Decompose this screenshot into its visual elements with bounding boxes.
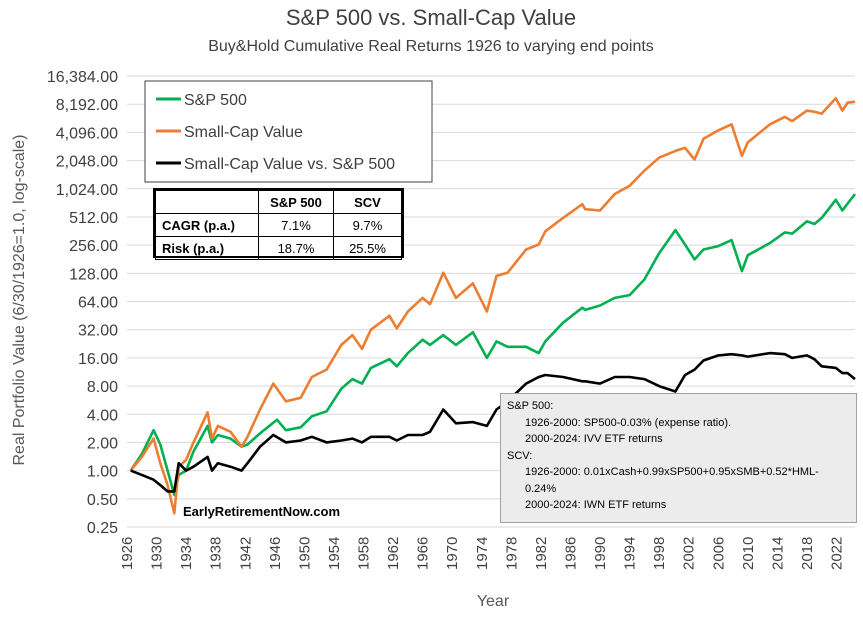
y-tick-label: 4,096.00 bbox=[56, 125, 118, 142]
y-tick-label: 128.00 bbox=[69, 266, 118, 283]
y-tick-label: 4.00 bbox=[87, 407, 118, 424]
x-tick-label: 1934 bbox=[178, 537, 195, 570]
notes-line: 1926-2000: 0.01xCash+0.99xSP500+0.95xSMB… bbox=[525, 466, 819, 495]
legend-label-scv: Small-Cap Value bbox=[184, 124, 303, 141]
y-tick-label: 16,384.00 bbox=[47, 69, 118, 86]
x-axis-label: Year bbox=[477, 593, 510, 610]
y-tick-label: 8,192.00 bbox=[56, 97, 118, 114]
x-tick-label: 1990 bbox=[592, 537, 609, 570]
x-tick-label: 1978 bbox=[503, 537, 520, 570]
x-tick-label: 1982 bbox=[533, 537, 550, 570]
y-tick-label: 512.00 bbox=[69, 210, 118, 227]
y-tick-label: 0.25 bbox=[87, 520, 118, 537]
notes-line: S&P 500: bbox=[507, 400, 554, 412]
series-lines bbox=[129, 96, 857, 515]
y-tick-label: 1,024.00 bbox=[56, 182, 118, 199]
x-tick-label: 1926 bbox=[119, 537, 136, 570]
y-axis-ticks: 0.25 0.50 1.00 2.00 4.00 8.00 16.00 32.00 64.00 1… bbox=[47, 69, 118, 537]
x-tick-label: 2002 bbox=[681, 537, 698, 570]
stats-cell: 7.1% bbox=[258, 213, 334, 237]
y-tick-label: 2,048.00 bbox=[56, 154, 118, 171]
notes-line: 2000-2024: IVV ETF returns bbox=[525, 433, 663, 445]
x-tick-label: 1946 bbox=[267, 537, 284, 570]
stats-cell: 9.7% bbox=[333, 213, 402, 237]
x-tick-label: 2014 bbox=[769, 537, 786, 570]
x-tick-label: 1986 bbox=[562, 537, 579, 570]
x-tick-label: 1962 bbox=[385, 537, 402, 570]
y-tick-label: 64.00 bbox=[78, 295, 118, 312]
legend-box bbox=[144, 80, 433, 183]
chart-title: S&P 500 vs. Small-Cap Value bbox=[286, 5, 576, 30]
x-tick-label: 1998 bbox=[651, 537, 668, 570]
x-tick-label: 2010 bbox=[740, 537, 757, 570]
stats-col-scv: SCV bbox=[333, 190, 402, 214]
x-tick-label: 1930 bbox=[149, 537, 166, 570]
x-tick-label: 1966 bbox=[415, 537, 432, 570]
x-tick-label: 2018 bbox=[799, 537, 816, 570]
methodology-notes: S&P 500: 1926-2000: SP500-0.03% (expense… bbox=[500, 393, 857, 523]
legend-label-sp500: S&P 500 bbox=[184, 92, 247, 109]
stats-header-row: S&P 500 SCV bbox=[155, 190, 402, 214]
stats-cell: 25.5% bbox=[333, 236, 402, 260]
notes-line: SCV: bbox=[507, 449, 533, 462]
series-line-small-cap-value bbox=[129, 96, 856, 515]
x-tick-label: 2006 bbox=[710, 537, 727, 570]
x-tick-label: 1970 bbox=[444, 537, 461, 570]
stats-cell: 18.7% bbox=[258, 236, 334, 260]
watermark-text: EarlyRetirementNow.com bbox=[183, 504, 341, 519]
x-tick-label: 1958 bbox=[356, 537, 373, 570]
stats-table: S&P 500 SCV CAGR (p.a.) 7.1% 9.7% Risk (… bbox=[155, 190, 402, 260]
stats-corner-cell bbox=[155, 190, 259, 214]
stats-row-cagr: CAGR (p.a.) 7.1% 9.7% bbox=[155, 213, 402, 237]
chart-subtitle: Buy&Hold Cumulative Real Returns 1926 to… bbox=[208, 38, 654, 55]
stats-col-sp500: S&P 500 bbox=[258, 190, 334, 214]
x-tick-label: 1942 bbox=[237, 537, 254, 570]
y-tick-label: 256.00 bbox=[69, 238, 118, 255]
x-tick-label: 1974 bbox=[474, 537, 491, 570]
y-tick-label: 1.00 bbox=[87, 464, 118, 481]
y-tick-label: 16.00 bbox=[78, 351, 118, 368]
y-tick-label: 32.00 bbox=[78, 323, 118, 340]
x-tick-label: 1994 bbox=[622, 537, 639, 570]
stats-row-label: Risk (p.a.) bbox=[155, 236, 259, 260]
x-tick-label: 1954 bbox=[326, 537, 343, 570]
y-tick-label: 0.50 bbox=[87, 492, 118, 509]
notes-line: 2000-2024: IWN ETF returns bbox=[525, 499, 667, 511]
series-line-s-p-500 bbox=[129, 193, 857, 497]
x-tick-label: 1950 bbox=[296, 537, 313, 570]
notes-line: 1926-2000: SP500-0.03% (expense ratio). bbox=[525, 416, 732, 429]
series-line-small-cap-value-vs-s-p-500 bbox=[130, 351, 856, 493]
legend-label-ratio: Small-Cap Value vs. S&P 500 bbox=[184, 156, 395, 173]
y-tick-label: 2.00 bbox=[87, 435, 118, 452]
x-tick-label: 2022 bbox=[829, 537, 846, 570]
stats-row-label: CAGR (p.a.) bbox=[155, 213, 259, 237]
y-tick-label: 8.00 bbox=[87, 379, 118, 396]
y-axis-label: Real Portfolio Value (6/30/1926=1.0, log… bbox=[11, 134, 28, 465]
x-axis-ticks: 1926 1930 1934 1938 1942 1946 1950 1954 1958 1962… bbox=[119, 537, 846, 570]
legend: S&P 500 Small-Cap Value Small-Cap Value … bbox=[144, 80, 433, 183]
stats-row-risk: Risk (p.a.) 18.7% 25.5% bbox=[155, 236, 402, 260]
x-tick-label: 1938 bbox=[208, 537, 225, 570]
